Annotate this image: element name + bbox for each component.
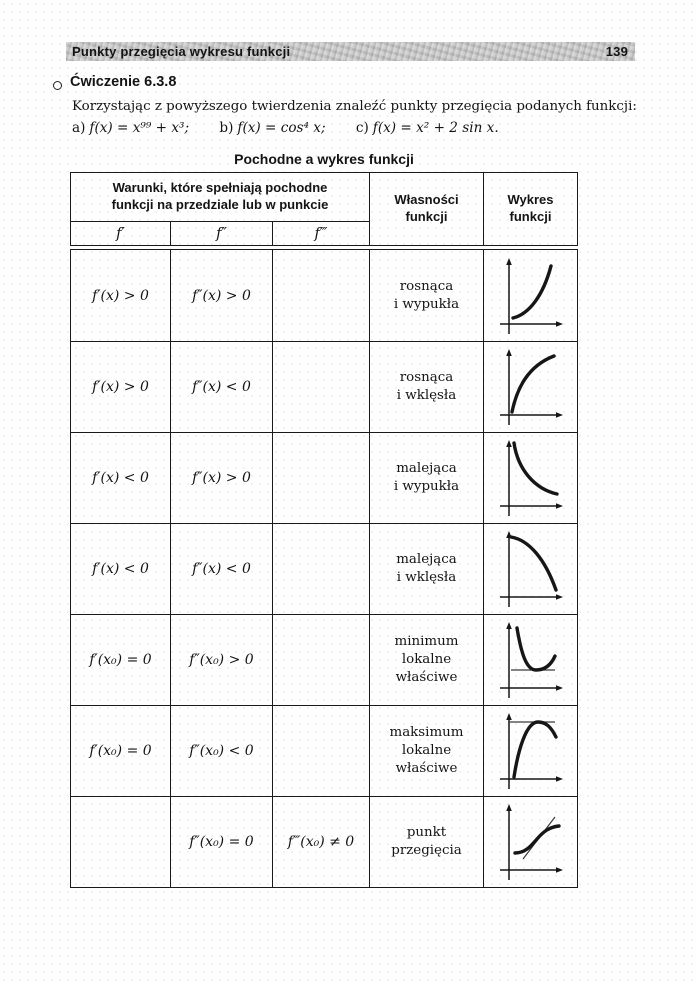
cell-f3 [272, 705, 369, 796]
cell-f3 [272, 432, 369, 523]
mini-plot [499, 622, 563, 698]
exercise-intro: Korzystając z powyższego twierdzenia zna… [72, 99, 637, 114]
x-axis-arrow-icon [555, 867, 563, 873]
x-axis-arrow-icon [555, 320, 563, 327]
function-curve [508, 535, 558, 592]
part-label: b) [219, 120, 234, 136]
function-curve [512, 824, 561, 855]
cell-graph [483, 796, 577, 887]
exercise-formulas: a) f(x) = x⁹⁹ + x³; b) f(x) = cos⁴ x; c) f(… [72, 120, 525, 136]
cell-graph [483, 250, 577, 341]
y-axis-arrow-icon [505, 440, 512, 447]
cell-property: malejąca i wklęsła [369, 523, 483, 614]
cell-f1 [71, 796, 170, 887]
x-axis-arrow-icon [555, 412, 563, 418]
x-axis-arrow-icon [555, 776, 563, 782]
cell-f2: f″(x) < 0 [170, 523, 272, 614]
cell-f3: f‴(x₀) ≠ 0 [272, 796, 369, 887]
function-curve [511, 441, 559, 496]
function-curve [511, 720, 558, 779]
mini-plot [499, 804, 563, 880]
cell-f3 [272, 250, 369, 341]
cell-graph [483, 432, 577, 523]
page-number: 139 [605, 44, 628, 59]
mini-plot [499, 713, 563, 789]
y-axis-arrow-icon [505, 622, 512, 629]
exercise-part: a) f(x) = x⁹⁹ + x³; [72, 120, 189, 136]
x-axis-arrow-icon [555, 685, 563, 691]
cell-f3 [272, 523, 369, 614]
cell-f2: f″(x₀) < 0 [170, 705, 272, 796]
cell-f2: f″(x₀) > 0 [170, 614, 272, 705]
cell-property: rosnąca i wypukła [369, 250, 483, 341]
header-bar: Punkty przegięcia wykresu funkcji 139 [66, 42, 635, 61]
cell-f3 [272, 614, 369, 705]
col-header-f-prime: f′ [116, 225, 125, 242]
mini-plot [499, 440, 563, 516]
y-axis-arrow-icon [505, 713, 512, 720]
x-axis-arrow-icon [555, 503, 563, 509]
x-axis-arrow-icon [555, 594, 563, 600]
page-title: Punkty przegięcia wykresu funkcji [72, 44, 291, 59]
cell-graph [483, 341, 577, 432]
part-formula: f(x) = x⁹⁹ + x³; [89, 120, 190, 136]
y-axis-arrow-icon [505, 257, 512, 265]
cell-f1: f′(x₀) = 0 [71, 614, 170, 705]
cell-property: maksimum lokalne właściwe [369, 705, 483, 796]
y-axis-arrow-icon [505, 349, 512, 356]
cell-f1: f′(x) > 0 [92, 287, 149, 304]
table-body: f′(x) > 0 f″(x) > 0 rosnąca i wypukła f′… [70, 249, 578, 888]
cell-property: punkt przegięcia [369, 796, 483, 887]
mini-plot [499, 531, 563, 607]
cell-property: minimum lokalne właściwe [369, 614, 483, 705]
exercise-title: Ćwiczenie 6.3.8 [70, 74, 177, 90]
function-curve [514, 626, 557, 672]
cell-f1: f′(x) < 0 [71, 432, 170, 523]
mini-plot [499, 349, 563, 425]
col-header-f-double-prime: f″ [170, 222, 272, 245]
header-graph: Wykres funkcji [483, 173, 577, 245]
exercise-part: c) f(x) = x² + 2 sin x. [356, 120, 499, 136]
cell-property: rosnąca i wklęsła [369, 341, 483, 432]
mini-plot [499, 257, 563, 334]
cell-f2: f″(x₀) = 0 [170, 796, 272, 887]
cell-f3 [272, 341, 369, 432]
col-header-f-triple-prime: f‴ [272, 222, 369, 245]
y-axis-arrow-icon [505, 804, 512, 811]
function-curve [509, 354, 556, 414]
table-header: Warunki, które spełniają pochodne funkcj… [70, 172, 578, 246]
cell-graph [483, 523, 577, 614]
cell-property: malejąca i wypukła [369, 432, 483, 523]
cell-f1: f′(x₀) = 0 [71, 705, 170, 796]
part-label: a) [72, 120, 86, 136]
part-label: c) [355, 120, 369, 136]
cell-graph [483, 705, 577, 796]
cell-graph [483, 614, 577, 705]
derivatives-table: Warunki, które spełniają pochodne funkcj… [70, 172, 578, 888]
part-formula: f(x) = cos⁴ x; [237, 120, 326, 136]
group-header-conditions: Warunki, które spełniają pochodne funkcj… [71, 173, 369, 222]
part-formula: f(x) = x² + 2 sin x. [372, 120, 499, 136]
cell-f2: f″(x) > 0 [170, 432, 272, 523]
function-curve [510, 263, 553, 320]
header-properties: Własności funkcji [369, 173, 483, 245]
exercise-part: b) f(x) = cos⁴ x; [219, 120, 325, 136]
cell-f2: f″(x) > 0 [170, 250, 272, 341]
cell-f1: f′(x) < 0 [71, 523, 170, 614]
cell-f1: f′(x) > 0 [71, 341, 170, 432]
exercise-bullet-icon [53, 81, 62, 90]
table-title: Pochodne a wykres funkcji [234, 151, 414, 167]
cell-f2: f″(x) < 0 [170, 341, 272, 432]
